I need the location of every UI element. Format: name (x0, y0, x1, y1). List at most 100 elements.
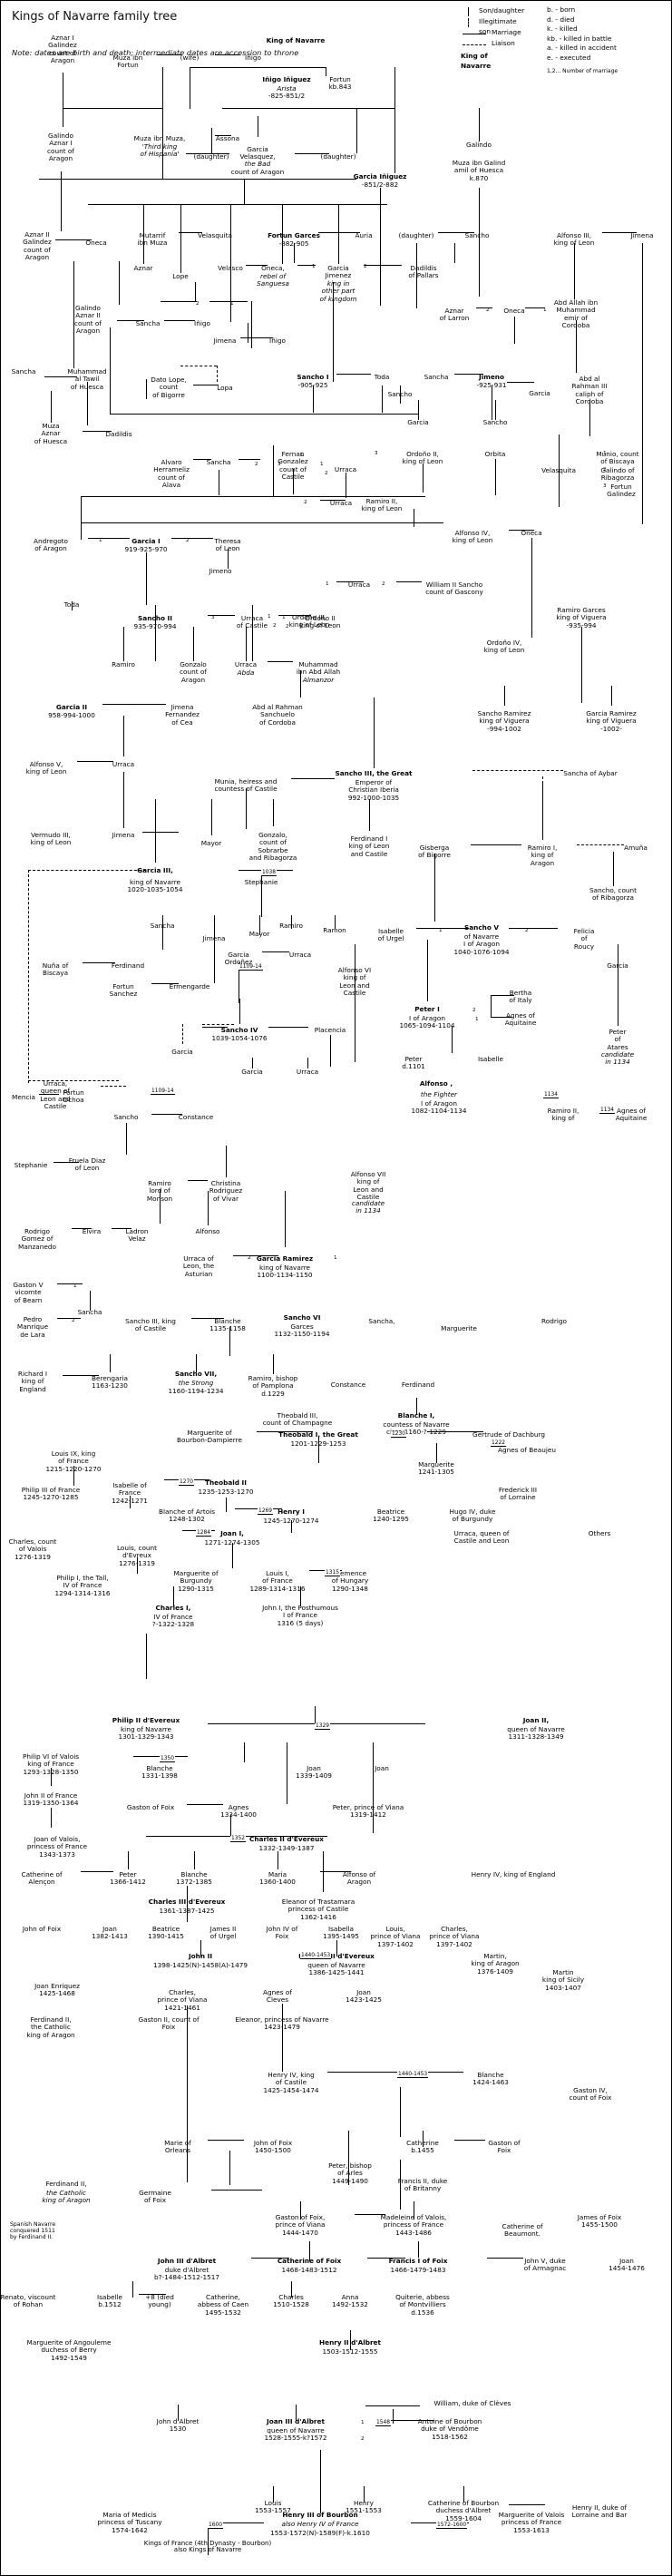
person-charlesII: Charles II d'Evereux (249, 1835, 324, 1843)
descent-connector (336, 1940, 337, 1956)
person-plus8died: +8 (died young) (145, 2293, 174, 2309)
descent-connector (364, 2486, 365, 2503)
person-agnesbeaujeu: Agnes of Beaujeu (498, 1446, 556, 1454)
person-blancheI: Blanche I, (397, 1411, 435, 1420)
person-isabelle3: Isabelle b.1512 (96, 2293, 123, 2309)
person-galindoaznar1: Galindo Aznar I count of Aragon (47, 132, 74, 163)
person-henryIVcastile: Henry IV, king of Castile 1425-1454-1474 (263, 2071, 319, 2094)
person-sanchoII: Sancho II (138, 614, 172, 622)
person-kingnav: King of Navarre (266, 36, 326, 44)
person-gaston2: Gaston II, count of Foix (138, 2015, 200, 2032)
person-feliciaroucy: Felicia of Roucy (573, 927, 595, 951)
marriage-connector (215, 54, 240, 55)
descent-connector (611, 686, 612, 706)
person-toda2: Toda (63, 600, 80, 609)
descent-connector (251, 301, 252, 348)
person-almanzor: Almanzor (302, 676, 335, 684)
person-fortun843: Fortun kb.843 (328, 75, 352, 92)
person-agnesofcleves: Agnes of Cleves (263, 1988, 292, 2005)
person-blanche2: Blanche 1331-1398 (141, 1764, 178, 1781)
marriage-connector (54, 1162, 79, 1163)
marriage-connector (320, 500, 346, 501)
person-mutarrif: Mutarrif ibn Muza (137, 231, 168, 248)
person-sanchoI: Sancho I (297, 373, 329, 381)
marriage-connector (427, 1431, 483, 1432)
person-peterI: Peter I (414, 1005, 440, 1013)
person-margangouleme: Marguerite of Angouleme duchess of Berry… (26, 2338, 112, 2362)
person-francisIsub: 1466-1479-1483 (390, 2266, 446, 2274)
person-louis1553: Louis 1553-1557 (255, 2499, 291, 2515)
person-peterd1101: Peter d.1101 (402, 1055, 425, 1071)
person-catherine1455: Catherine b.1455 (406, 2139, 439, 2155)
person-urraca1: Urraca (334, 465, 357, 473)
marriage-connector (268, 1027, 308, 1028)
marriage-order-marker: 1 (320, 462, 324, 467)
person-galindorib: Galindo of Ribagorza (600, 466, 635, 483)
marriage-date-marker: 1038 (261, 870, 277, 876)
person-isabellefrance: Isabelle of France 1242-1271 (112, 1481, 148, 1505)
date-note: Note: dates are birth and death; interme… (12, 48, 299, 57)
person-fortunochoa: Fortun Ochoa (63, 1088, 84, 1105)
person-sanchoIIIsub: Emperor of Christian Iberia 992-1000-103… (347, 778, 400, 802)
descent-connector (273, 2486, 274, 2503)
marriage-connector (117, 320, 144, 321)
spanish-navarre-note: Spanish Navarre conquered 1511 by Ferdin… (10, 2221, 56, 2241)
marriage-order-marker: 3 (375, 451, 378, 456)
descent-connector (72, 601, 73, 610)
descent-connector (320, 2450, 321, 2513)
person-theobaldIsub: 1201-1229-1253 (290, 1439, 346, 1448)
person-muhammadaltawil: Muhammad al Tawil of Huesca (67, 367, 107, 391)
person-philipItall: Philip I, the Tall, IV of France 1294-13… (54, 1574, 111, 1597)
person-garciajim: Garcia Jimenez (325, 264, 352, 280)
person-galindo2: Galindo (466, 141, 492, 149)
person-henryIIlorraine: Henry II, duke of Lorraine and Bar (571, 2503, 628, 2520)
person-theobaldI: Theobald I, the Great (278, 1430, 358, 1439)
person-mayor2: Mayor (248, 930, 270, 938)
person-johnIIIsub: duke d'Albret b?-1484-1512-1517 (153, 2266, 220, 2282)
marriage-order-marker: 1 (268, 614, 271, 620)
person-others: Others (588, 1529, 611, 1537)
marriage-order-marker: 2 (382, 581, 385, 587)
marriage-connector (509, 928, 558, 929)
person-thestrong: the Strong (178, 1379, 214, 1387)
legend-son-label: Son/daughter (479, 6, 525, 15)
marriage-order-marker: 2 (325, 471, 328, 476)
person-constance: Constance (178, 1113, 214, 1121)
liaison-connector (472, 770, 563, 771)
marriage-date-marker: 1230 (391, 1431, 406, 1438)
marriage-order-marker: 1 (230, 301, 234, 307)
marriage-date-marker: 1572-1600 (436, 2522, 468, 2529)
marriage-connector (151, 1114, 182, 1115)
descent-connector (463, 2486, 464, 2503)
descent-connector (380, 188, 381, 306)
descent-connector (338, 204, 339, 264)
marriage-order-marker: 2 (525, 928, 529, 933)
person-henryI: Henry I (278, 1508, 305, 1516)
person-sancho5: Sancho (387, 390, 413, 398)
person-urracaqueen: Urraca, queen of Leon and Castile (40, 1079, 71, 1111)
descent-connector (574, 243, 575, 299)
person-henryIIIalso: also Henry IV of France (281, 2520, 359, 2528)
abbrev-marriage-number: 1,2... Number of marriage (547, 67, 618, 74)
person-ramirobishop: Ramiro, bishop of Pamplona d.1229 (248, 1374, 298, 1398)
person-henry1551: Henry 1551-1553 (346, 2499, 382, 2515)
marriage-date-marker: 1315 (325, 1570, 340, 1576)
marriage-connector (365, 2405, 420, 2406)
descent-connector (61, 171, 62, 231)
marriage-connector (222, 108, 394, 109)
descent-connector (642, 243, 643, 524)
marriage-connector (57, 1283, 83, 1284)
person-joan1423: Joan 1423-1425 (346, 1988, 382, 2005)
person-lope1: Lope (172, 272, 189, 280)
marriage-connector (157, 54, 182, 55)
marriage-connector (391, 2420, 434, 2421)
person-johnIVfoix: John IV of Foix (266, 1925, 298, 1941)
descent-connector (155, 799, 156, 863)
marriage-connector (268, 661, 293, 662)
marriage-order-marker: 3 (211, 615, 215, 620)
person-blanche1372: Blanche 1372-1385 (176, 1870, 212, 1887)
person-gonzalosobrarbe: Gonzalo, count of Sobrarbe and Ribagorza (248, 831, 297, 863)
person-mayor1: Mayor (200, 839, 222, 847)
marriage-connector (39, 1094, 59, 1095)
